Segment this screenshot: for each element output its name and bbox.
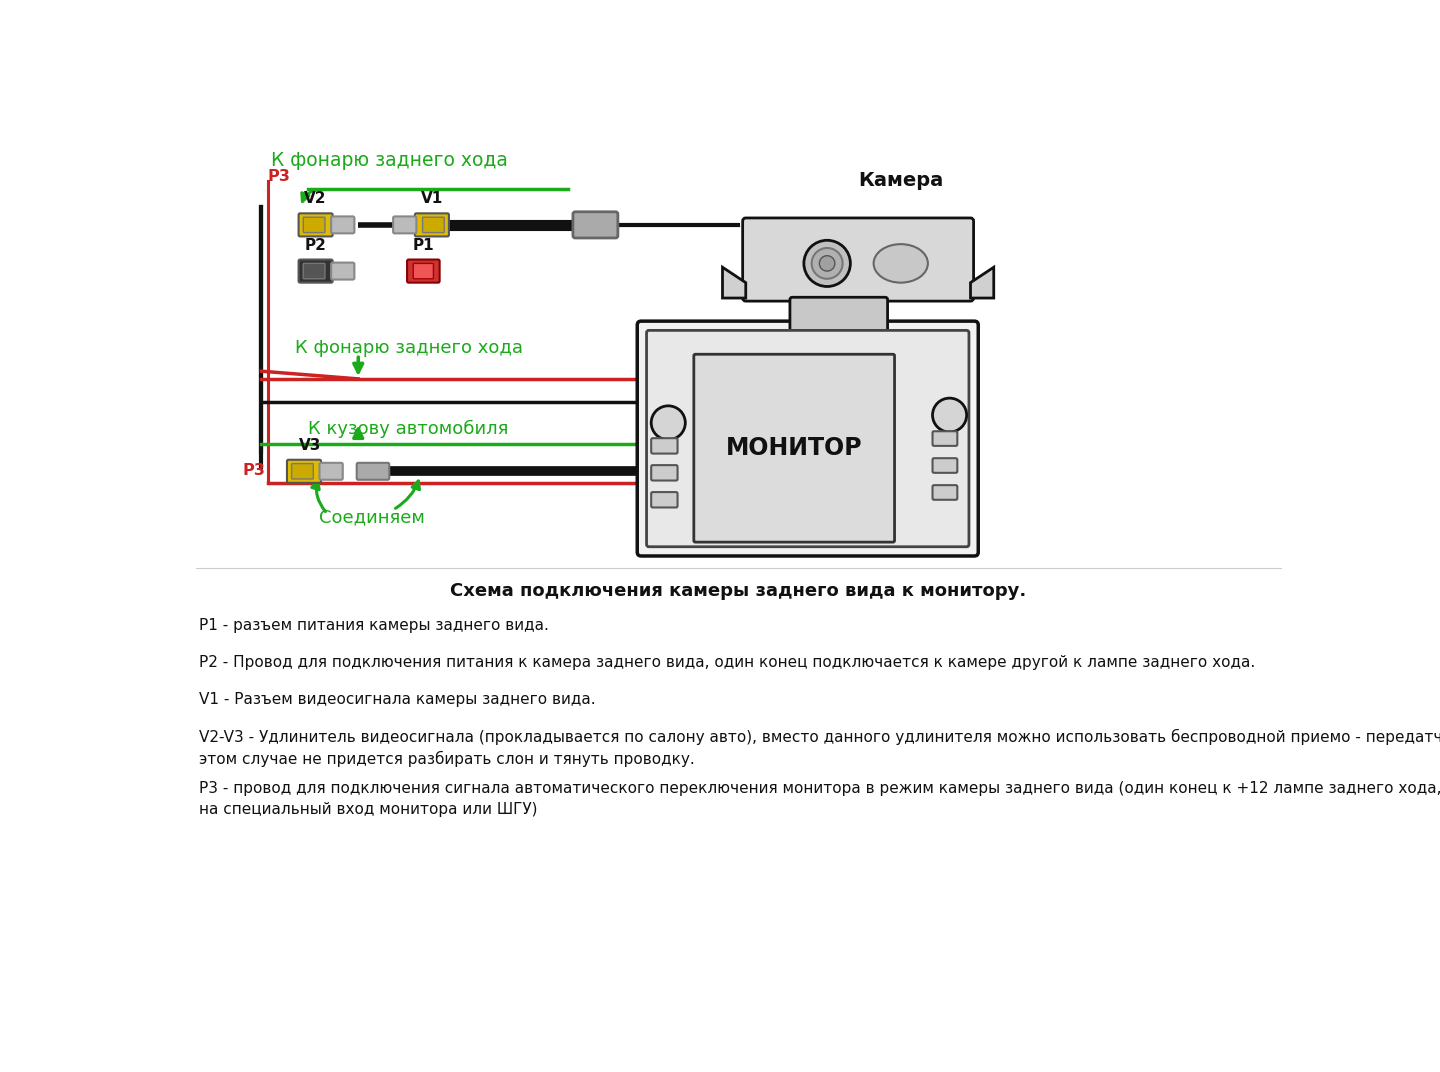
FancyBboxPatch shape xyxy=(304,264,325,279)
Text: P2 - Провод для подключения питания к камера заднего вида, один конец подключает: P2 - Провод для подключения питания к ка… xyxy=(199,655,1256,670)
Text: К фонарю заднего хода: К фонарю заднего хода xyxy=(295,339,523,357)
FancyBboxPatch shape xyxy=(422,218,445,233)
Text: V2-V3 - Удлинитель видеосигнала (прокладывается по салону авто), вместо данного : V2-V3 - Удлинитель видеосигнала (проклад… xyxy=(199,729,1440,768)
Polygon shape xyxy=(971,267,994,298)
Text: P1 - разъем питания камеры заднего вида.: P1 - разъем питания камеры заднего вида. xyxy=(199,617,549,632)
Text: МОНИТОР: МОНИТОР xyxy=(726,436,863,460)
Text: GND: GND xyxy=(652,393,697,411)
FancyBboxPatch shape xyxy=(287,460,321,482)
FancyBboxPatch shape xyxy=(357,463,389,480)
Text: Схема подключения камеры заднего вида к монитору.: Схема подключения камеры заднего вида к … xyxy=(449,582,1027,599)
FancyBboxPatch shape xyxy=(638,322,978,556)
Text: P3: P3 xyxy=(242,463,265,478)
Text: V1 - Разъем видеосигнала камеры заднего вида.: V1 - Разъем видеосигнала камеры заднего … xyxy=(199,691,596,706)
FancyBboxPatch shape xyxy=(413,264,433,279)
Text: P1: P1 xyxy=(412,238,435,253)
FancyBboxPatch shape xyxy=(393,217,416,234)
Text: К кузову автомобиля: К кузову автомобиля xyxy=(308,420,508,438)
FancyBboxPatch shape xyxy=(304,218,325,233)
Text: +12 В: +12 В xyxy=(652,370,713,388)
FancyBboxPatch shape xyxy=(320,463,343,480)
Circle shape xyxy=(651,406,685,440)
FancyBboxPatch shape xyxy=(933,431,958,446)
FancyBboxPatch shape xyxy=(298,259,333,283)
FancyBboxPatch shape xyxy=(651,465,678,480)
Text: К фонарю заднего хода: К фонарю заднего хода xyxy=(271,151,508,170)
FancyBboxPatch shape xyxy=(651,492,678,507)
Text: Р3 - провод для подключения сигнала автоматического переключения монитора в режи: Р3 - провод для подключения сигнала авто… xyxy=(199,780,1440,817)
FancyBboxPatch shape xyxy=(331,217,354,234)
FancyBboxPatch shape xyxy=(791,297,887,332)
FancyBboxPatch shape xyxy=(647,330,969,547)
Text: Соединяем: Соединяем xyxy=(320,508,425,526)
FancyBboxPatch shape xyxy=(331,263,354,280)
Text: P2: P2 xyxy=(305,238,327,253)
Text: V1: V1 xyxy=(420,191,444,206)
FancyBboxPatch shape xyxy=(298,213,333,237)
FancyBboxPatch shape xyxy=(291,463,314,479)
FancyBboxPatch shape xyxy=(573,212,618,238)
Circle shape xyxy=(812,248,842,279)
FancyBboxPatch shape xyxy=(408,259,439,283)
Circle shape xyxy=(819,256,835,271)
Circle shape xyxy=(933,398,966,432)
Circle shape xyxy=(804,240,851,286)
FancyBboxPatch shape xyxy=(933,486,958,500)
Ellipse shape xyxy=(874,244,927,283)
Text: Камера: Камера xyxy=(858,172,943,191)
FancyBboxPatch shape xyxy=(694,354,894,542)
FancyBboxPatch shape xyxy=(651,438,678,453)
Text: P3: P3 xyxy=(268,169,291,184)
FancyBboxPatch shape xyxy=(933,458,958,473)
FancyBboxPatch shape xyxy=(415,213,449,237)
Text: V2: V2 xyxy=(304,191,327,206)
FancyBboxPatch shape xyxy=(743,218,973,301)
Polygon shape xyxy=(723,267,746,298)
Text: V3: V3 xyxy=(300,437,321,452)
